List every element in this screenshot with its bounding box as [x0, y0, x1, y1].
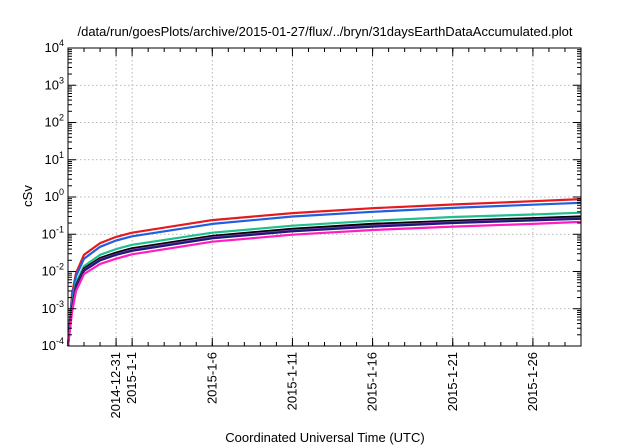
x-axis: 2014-12-31 2015-1-1 2015-1-6 2015-1-11 2015-… [67, 48, 582, 419]
x-axis-label: Coordinated Universal Time (UTC) [225, 430, 424, 445]
y-tick-exponent: 1 [59, 150, 64, 160]
x-tick-label: 2015-1-16 [365, 352, 380, 411]
y-tick-label: 101 [45, 150, 64, 167]
y-tick-mantissa: 10 [45, 152, 59, 167]
y-tick-mantissa: 10 [42, 264, 56, 279]
y-tick-mantissa: 10 [42, 301, 56, 316]
y-tick-exponent: -4 [56, 336, 64, 346]
series-line [66, 220, 582, 347]
x-tick-label: 2015-1-26 [525, 352, 540, 411]
y-tick-exponent: -3 [56, 299, 64, 309]
chart-title: /data/run/goesPlots/archive/2015-01-27/f… [77, 24, 572, 39]
y-tick-exponent: -2 [56, 262, 64, 272]
x-tick-label: 2014-12-31 [108, 352, 123, 419]
y-tick-exponent: 4 [59, 38, 64, 48]
series-line [66, 211, 582, 347]
series-line [66, 215, 582, 347]
y-tick-label: 102 [45, 113, 64, 130]
y-tick-mantissa: 10 [42, 338, 56, 353]
x-tick-label: 2015-1-1 [124, 352, 139, 404]
y-tick-label: 10-4 [42, 336, 64, 353]
y-tick-exponent: 2 [59, 113, 64, 123]
y-axis-label: cSv [20, 185, 35, 207]
series-group [66, 198, 582, 347]
grid [68, 48, 581, 346]
x-tick-label: 2015-1-21 [445, 352, 460, 411]
x-tick-label: 2015-1-11 [284, 352, 299, 410]
series-line [66, 217, 582, 347]
y-tick-label: 10-1 [42, 224, 64, 241]
y-tick-mantissa: 10 [45, 40, 59, 55]
series-line [66, 201, 582, 347]
series-line [66, 217, 582, 347]
y-tick-exponent: 3 [59, 75, 64, 85]
y-tick-mantissa: 10 [45, 189, 59, 204]
y-tick-label: 103 [45, 75, 64, 92]
y-tick-mantissa: 10 [42, 226, 56, 241]
y-tick-mantissa: 10 [45, 77, 59, 92]
y-tick-exponent: -1 [56, 224, 64, 234]
y-tick-label: 104 [45, 38, 64, 55]
y-tick-mantissa: 10 [45, 115, 59, 130]
y-tick-exponent: 0 [59, 187, 64, 197]
y-tick-label: 10-3 [42, 299, 64, 316]
y-tick-label: 10-2 [42, 262, 64, 279]
y-tick-label: 100 [45, 187, 64, 204]
series-line [66, 198, 582, 347]
x-tick-label: 2015-1-6 [204, 352, 219, 404]
